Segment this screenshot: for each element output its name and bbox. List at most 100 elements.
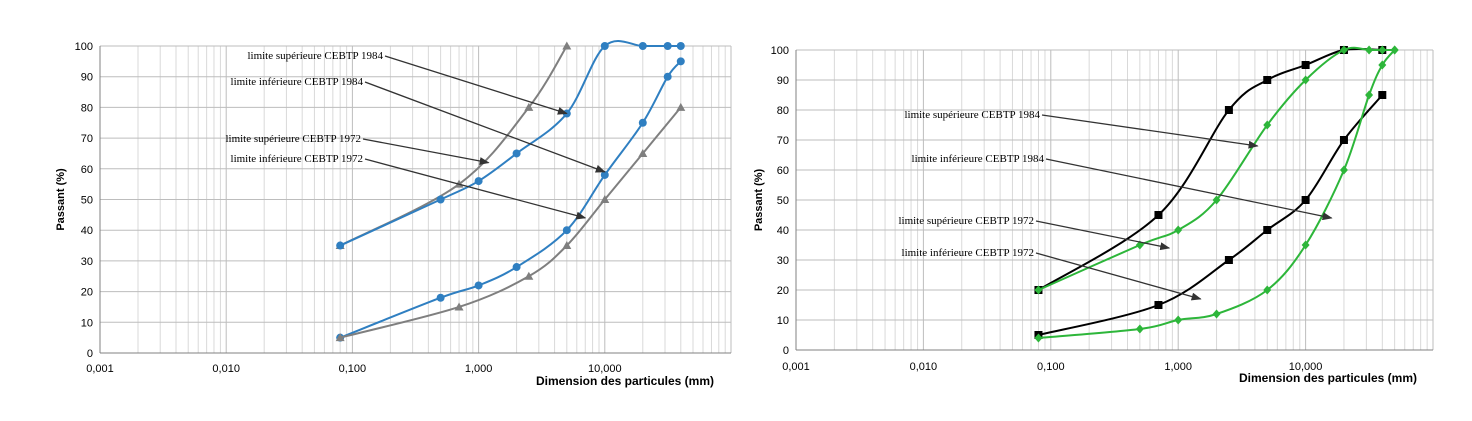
- series-2-point: [1154, 301, 1163, 309]
- chart-right: 0 10 20 30 40 50 60 70 80 90 100 0,001 0,010 0,100 1,0…: [736, 0, 1472, 421]
- y-tick-label: 80: [81, 102, 93, 114]
- series-4-point: [1339, 165, 1348, 175]
- y-tick-label: 50: [81, 195, 93, 207]
- series-1-point: [524, 102, 534, 111]
- series-2-point: [663, 42, 672, 50]
- y-tick-label: 0: [87, 348, 93, 360]
- series-1-point: [1263, 76, 1272, 84]
- series-2-point: [1378, 91, 1387, 99]
- series-1-point: [562, 41, 572, 50]
- annotation-label: limite supérieure CEBTP 1972: [225, 133, 361, 145]
- series-3-line: [1038, 46, 1395, 291]
- annotation-label: limite inférieure CEBTP 1984: [231, 76, 364, 88]
- series-4-point: [1390, 45, 1399, 55]
- y-tick-label: 90: [81, 72, 93, 84]
- series-2-line: [1038, 94, 1384, 336]
- series-2-point: [638, 42, 647, 50]
- series-4-point: [676, 102, 686, 111]
- series-3-point: [1301, 75, 1310, 85]
- annotation-label: limite inférieure CEBTP 1972: [902, 247, 1034, 259]
- x-tick-label: 1,000: [1164, 361, 1192, 373]
- series-3-point: [1263, 120, 1272, 130]
- y-tick-label: 100: [771, 45, 789, 57]
- series-3-point: [600, 170, 609, 179]
- y-tick-label: 20: [81, 287, 93, 299]
- series-2-point: [1339, 136, 1348, 144]
- series-4-point: [638, 148, 648, 157]
- series-3-point: [676, 57, 685, 66]
- series-4-point: [1174, 315, 1183, 325]
- annotation-arrow: [1045, 158, 1333, 221]
- annotation-arrow: [1041, 114, 1259, 149]
- x-tick-label: 0,100: [1037, 361, 1065, 373]
- series-4-point: [1365, 90, 1374, 100]
- series-4-point: [1378, 60, 1387, 70]
- annotation-label: limite supérieure CEBTP 1984: [904, 109, 1040, 121]
- annotation-arrow: [364, 158, 587, 220]
- x-tick-label: 0,010: [910, 361, 938, 373]
- series-3-point: [1339, 45, 1348, 55]
- y-tick-label: 0: [783, 345, 789, 357]
- annotation-arrow: [364, 81, 606, 173]
- x-tick-label: 0,001: [782, 361, 810, 373]
- x-tick-label: 0,010: [212, 363, 240, 375]
- y-axis-title: Passant (%): [753, 168, 765, 231]
- series-1-line: [1037, 47, 1383, 291]
- series-1-point: [1301, 61, 1310, 69]
- series-3-point: [1378, 45, 1387, 55]
- series-2-point: [1263, 226, 1272, 234]
- series-3-point: [1365, 45, 1374, 55]
- x-axis-title: Dimension des particules (mm): [536, 374, 714, 388]
- series-4-point: [1301, 240, 1310, 250]
- y-tick-label: 20: [777, 285, 789, 297]
- y-axis-title: Passant (%): [55, 168, 67, 231]
- y-tick-label: 30: [777, 255, 789, 267]
- series-3-point: [474, 281, 483, 290]
- annotation-label: limite supérieure CEBTP 1972: [898, 215, 1034, 227]
- x-tick-label: 10,000: [1289, 361, 1323, 373]
- y-tick-label: 10: [81, 317, 93, 329]
- x-tick-label: 10,000: [588, 363, 622, 375]
- series-3-point: [1034, 285, 1043, 295]
- y-tick-label: 60: [777, 165, 789, 177]
- series-1-point: [1224, 106, 1233, 114]
- annotation-label: limite inférieure CEBTP 1984: [912, 153, 1045, 165]
- series-3-point: [1212, 195, 1221, 205]
- y-tick-label: 60: [81, 164, 93, 176]
- series-4-point: [1263, 285, 1272, 295]
- series-3-point: [562, 226, 571, 235]
- y-tick-label: 40: [81, 225, 93, 237]
- series-2-point: [600, 42, 609, 50]
- series-2-point: [1224, 256, 1233, 264]
- series-2-point: [336, 241, 345, 250]
- series-2-line: [339, 40, 681, 247]
- series-2-point: [474, 177, 483, 186]
- series-4-line: [1038, 49, 1396, 339]
- series-4-point: [524, 271, 534, 280]
- x-tick-label: 1,000: [465, 363, 493, 375]
- series-2-point: [1301, 196, 1310, 204]
- series-2-point: [436, 195, 445, 204]
- annotation-label: limite supérieure CEBTP 1984: [247, 50, 383, 62]
- x-axis-title: Dimension des particules (mm): [1239, 371, 1417, 385]
- annotation-arrow: [362, 138, 490, 165]
- series-4-point: [1135, 324, 1144, 334]
- series-4-point: [600, 195, 610, 203]
- annotation-label: limite inférieure CEBTP 1972: [231, 153, 363, 165]
- series-1-line: [339, 45, 568, 247]
- series-2-point: [676, 42, 685, 50]
- series-4-point: [1212, 309, 1221, 319]
- series-3-point: [512, 263, 521, 272]
- y-tick-label: 10: [777, 315, 789, 327]
- chart-left: 0 10 20 30 40 50 60 70 80 90 100 0,001 0,010 0,100 1,0…: [55, 40, 732, 388]
- series-3-point: [436, 293, 445, 302]
- y-tick-label: 50: [777, 195, 789, 207]
- series-2-point: [512, 149, 521, 158]
- annotation-arrow: [1035, 252, 1202, 301]
- annotation-arrow: [384, 55, 568, 115]
- series-3-point: [638, 118, 647, 127]
- y-tick-label: 30: [81, 256, 93, 268]
- series-4-point: [1034, 333, 1043, 343]
- series-3-point: [1174, 225, 1183, 235]
- series-4-point: [562, 241, 572, 250]
